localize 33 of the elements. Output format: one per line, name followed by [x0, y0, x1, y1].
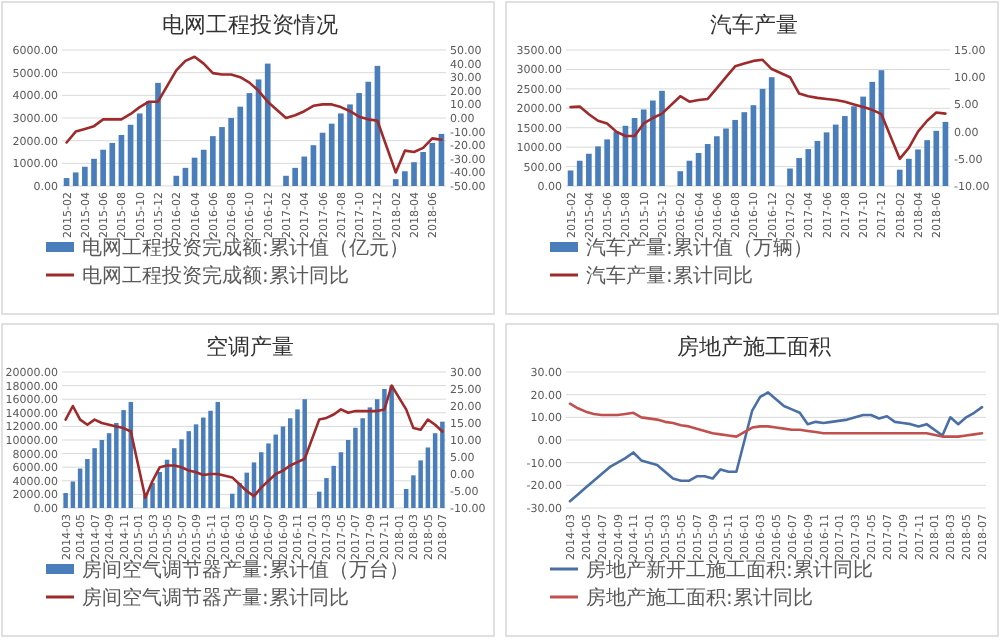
- chart-title: 汽车产量: [710, 12, 798, 38]
- line-series: [65, 55, 443, 174]
- legend-label: 电网工程投资完成额:累计同比: [82, 264, 349, 288]
- bar: [173, 175, 180, 186]
- bar: [567, 170, 574, 186]
- bar: [92, 448, 97, 508]
- line-series: [568, 402, 984, 438]
- bar: [768, 77, 775, 186]
- bar: [389, 385, 394, 508]
- line-series: [569, 58, 947, 161]
- line-series: [568, 391, 984, 503]
- bar: [302, 399, 307, 508]
- chart-title: 房地产施工面积: [677, 334, 831, 360]
- legend-label: 汽车产量:累计值（万辆）: [586, 236, 813, 260]
- bar: [677, 171, 684, 186]
- bar: [201, 417, 206, 508]
- bar: [208, 410, 213, 508]
- legend-label: 房间空气调节器产量:累计同比: [82, 586, 349, 610]
- bar: [273, 434, 278, 508]
- bar: [266, 443, 271, 508]
- bar: [121, 410, 126, 508]
- chart-title: 电网工程投资情况: [162, 12, 338, 38]
- bar: [179, 439, 184, 508]
- legend-label: 汽车产量:累计同比: [586, 264, 753, 288]
- bar: [264, 63, 271, 186]
- legend-label: 房间空气调节器产量:累计值（万台）: [82, 558, 409, 582]
- legend-label: 房地产施工面积:累计同比: [586, 586, 813, 610]
- legend-label: 房地产新开工施工面积:累计同比: [586, 558, 873, 582]
- legend-label: 电网工程投资完成额:累计值（亿元）: [82, 236, 409, 260]
- chart-title: 空调产量: [206, 334, 294, 360]
- line-series: [64, 384, 444, 500]
- bar: [440, 421, 445, 508]
- bar: [382, 389, 387, 508]
